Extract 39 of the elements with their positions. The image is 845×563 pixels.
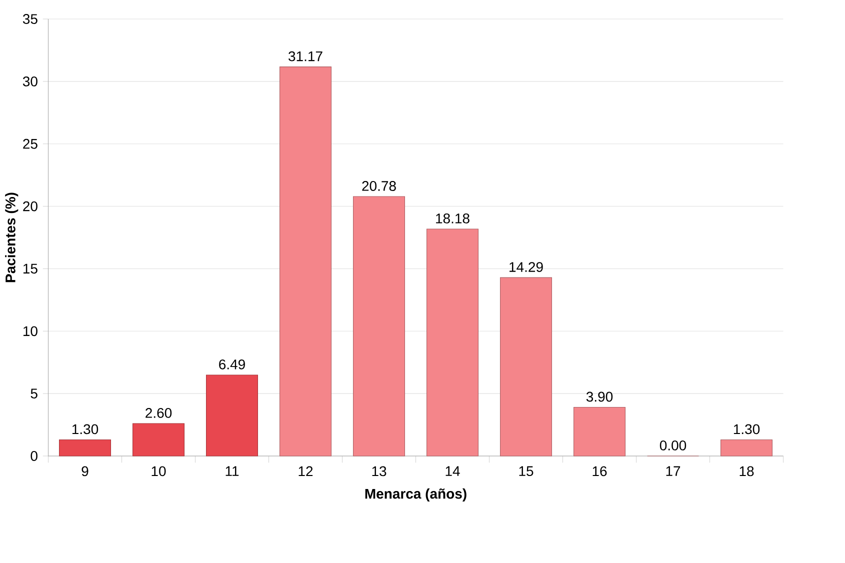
bar: [353, 196, 406, 456]
y-tick-label: 15: [23, 264, 38, 274]
bar: [720, 439, 773, 456]
data-label: 0.00: [660, 440, 686, 450]
x-tick-label: 12: [298, 466, 313, 476]
x-tick-label: 11: [226, 466, 239, 476]
x-axis-title: Menarca (años): [365, 488, 466, 502]
x-tick-label: 13: [372, 466, 386, 476]
data-label: 1.30: [72, 424, 98, 434]
bar: [426, 228, 479, 456]
x-tick-label: 10: [152, 466, 166, 476]
bar: [206, 374, 258, 456]
y-axis-title: Pacientes (%): [5, 192, 18, 282]
x-tick-label: 18: [740, 466, 754, 476]
y-tick-label: 5: [30, 388, 38, 398]
data-label: 18.18: [436, 214, 470, 224]
data-label: 1.30: [734, 424, 760, 434]
x-tick-label: 14: [446, 466, 460, 476]
data-label: 2.60: [146, 408, 172, 418]
y-tick-label: 35: [22, 14, 38, 24]
data-label: 3.90: [586, 392, 613, 402]
y-tick-label: 30: [22, 76, 38, 86]
x-tick-label: 15: [519, 466, 534, 476]
bar: [500, 277, 552, 456]
x-tick-label: 17: [666, 466, 680, 476]
y-tick-label: 10: [23, 326, 38, 336]
y-tick-label: 0: [30, 451, 38, 461]
bar: [59, 439, 112, 456]
bar: [574, 407, 626, 456]
x-tick-label: 9: [82, 466, 88, 476]
y-tick-label: 20: [23, 201, 38, 212]
x-tick-label: 16: [592, 466, 607, 476]
bar: [280, 66, 332, 456]
data-label: 31.17: [288, 51, 322, 62]
y-tick-label: 25: [23, 138, 38, 149]
bar: [132, 423, 184, 456]
data-label: 6.49: [219, 359, 245, 370]
data-label: 14.29: [510, 262, 543, 272]
data-label: 20.78: [362, 181, 396, 191]
